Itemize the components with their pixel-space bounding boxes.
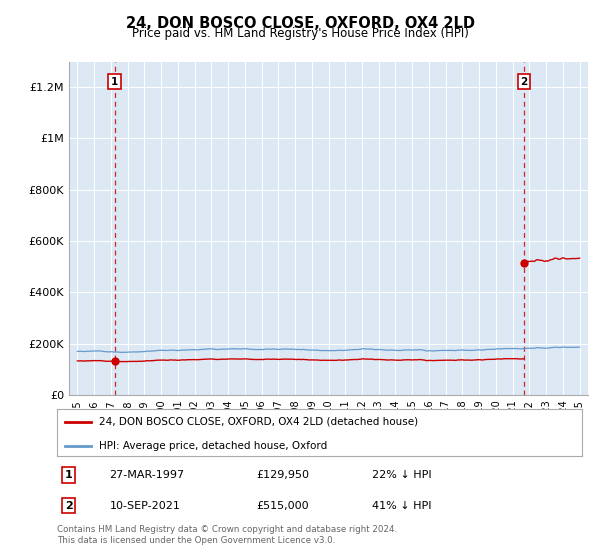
Text: Contains HM Land Registry data © Crown copyright and database right 2024.
This d: Contains HM Land Registry data © Crown c… [57, 525, 397, 545]
Text: 2: 2 [65, 501, 73, 511]
Text: 22% ↓ HPI: 22% ↓ HPI [372, 470, 431, 480]
Text: £129,950: £129,950 [257, 470, 310, 480]
Text: 27-MAR-1997: 27-MAR-1997 [110, 470, 185, 480]
Text: £515,000: £515,000 [257, 501, 309, 511]
Text: 2: 2 [521, 77, 528, 87]
Text: 1: 1 [65, 470, 73, 480]
Text: Price paid vs. HM Land Registry's House Price Index (HPI): Price paid vs. HM Land Registry's House … [131, 27, 469, 40]
Text: HPI: Average price, detached house, Oxford: HPI: Average price, detached house, Oxfo… [99, 441, 327, 451]
Text: 1: 1 [111, 77, 118, 87]
Text: 10-SEP-2021: 10-SEP-2021 [110, 501, 181, 511]
Text: 41% ↓ HPI: 41% ↓ HPI [372, 501, 431, 511]
Text: 24, DON BOSCO CLOSE, OXFORD, OX4 2LD (detached house): 24, DON BOSCO CLOSE, OXFORD, OX4 2LD (de… [99, 417, 418, 427]
Text: 24, DON BOSCO CLOSE, OXFORD, OX4 2LD: 24, DON BOSCO CLOSE, OXFORD, OX4 2LD [125, 16, 475, 31]
